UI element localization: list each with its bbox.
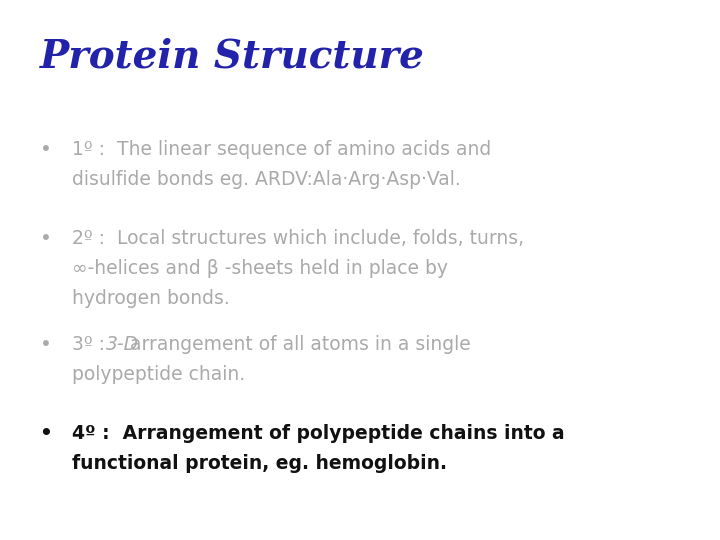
Text: 3-D: 3-D [106,335,139,354]
Text: 3º :: 3º : [72,335,111,354]
Text: Protein Structure: Protein Structure [40,38,425,76]
Text: arrangement of all atoms in a single: arrangement of all atoms in a single [124,335,471,354]
Text: ∞-helices and β -sheets held in place by: ∞-helices and β -sheets held in place by [72,259,448,278]
Text: •: • [40,140,51,159]
Text: functional protein, eg. hemoglobin.: functional protein, eg. hemoglobin. [72,454,447,472]
Text: •: • [40,230,51,248]
Text: polypeptide chain.: polypeptide chain. [72,364,245,383]
Text: 1º :  The linear sequence of amino acids and: 1º : The linear sequence of amino acids … [72,140,491,159]
Text: 4º :  Arrangement of polypeptide chains into a: 4º : Arrangement of polypeptide chains i… [72,424,564,443]
Text: 2º :  Local structures which include, folds, turns,: 2º : Local structures which include, fol… [72,230,524,248]
Text: •: • [40,335,51,354]
Text: hydrogen bonds.: hydrogen bonds. [72,289,230,308]
Text: •: • [40,424,53,443]
Text: disulfide bonds eg. ARDV:Ala·Arg·Asp·Val.: disulfide bonds eg. ARDV:Ala·Arg·Asp·Val… [72,170,461,189]
